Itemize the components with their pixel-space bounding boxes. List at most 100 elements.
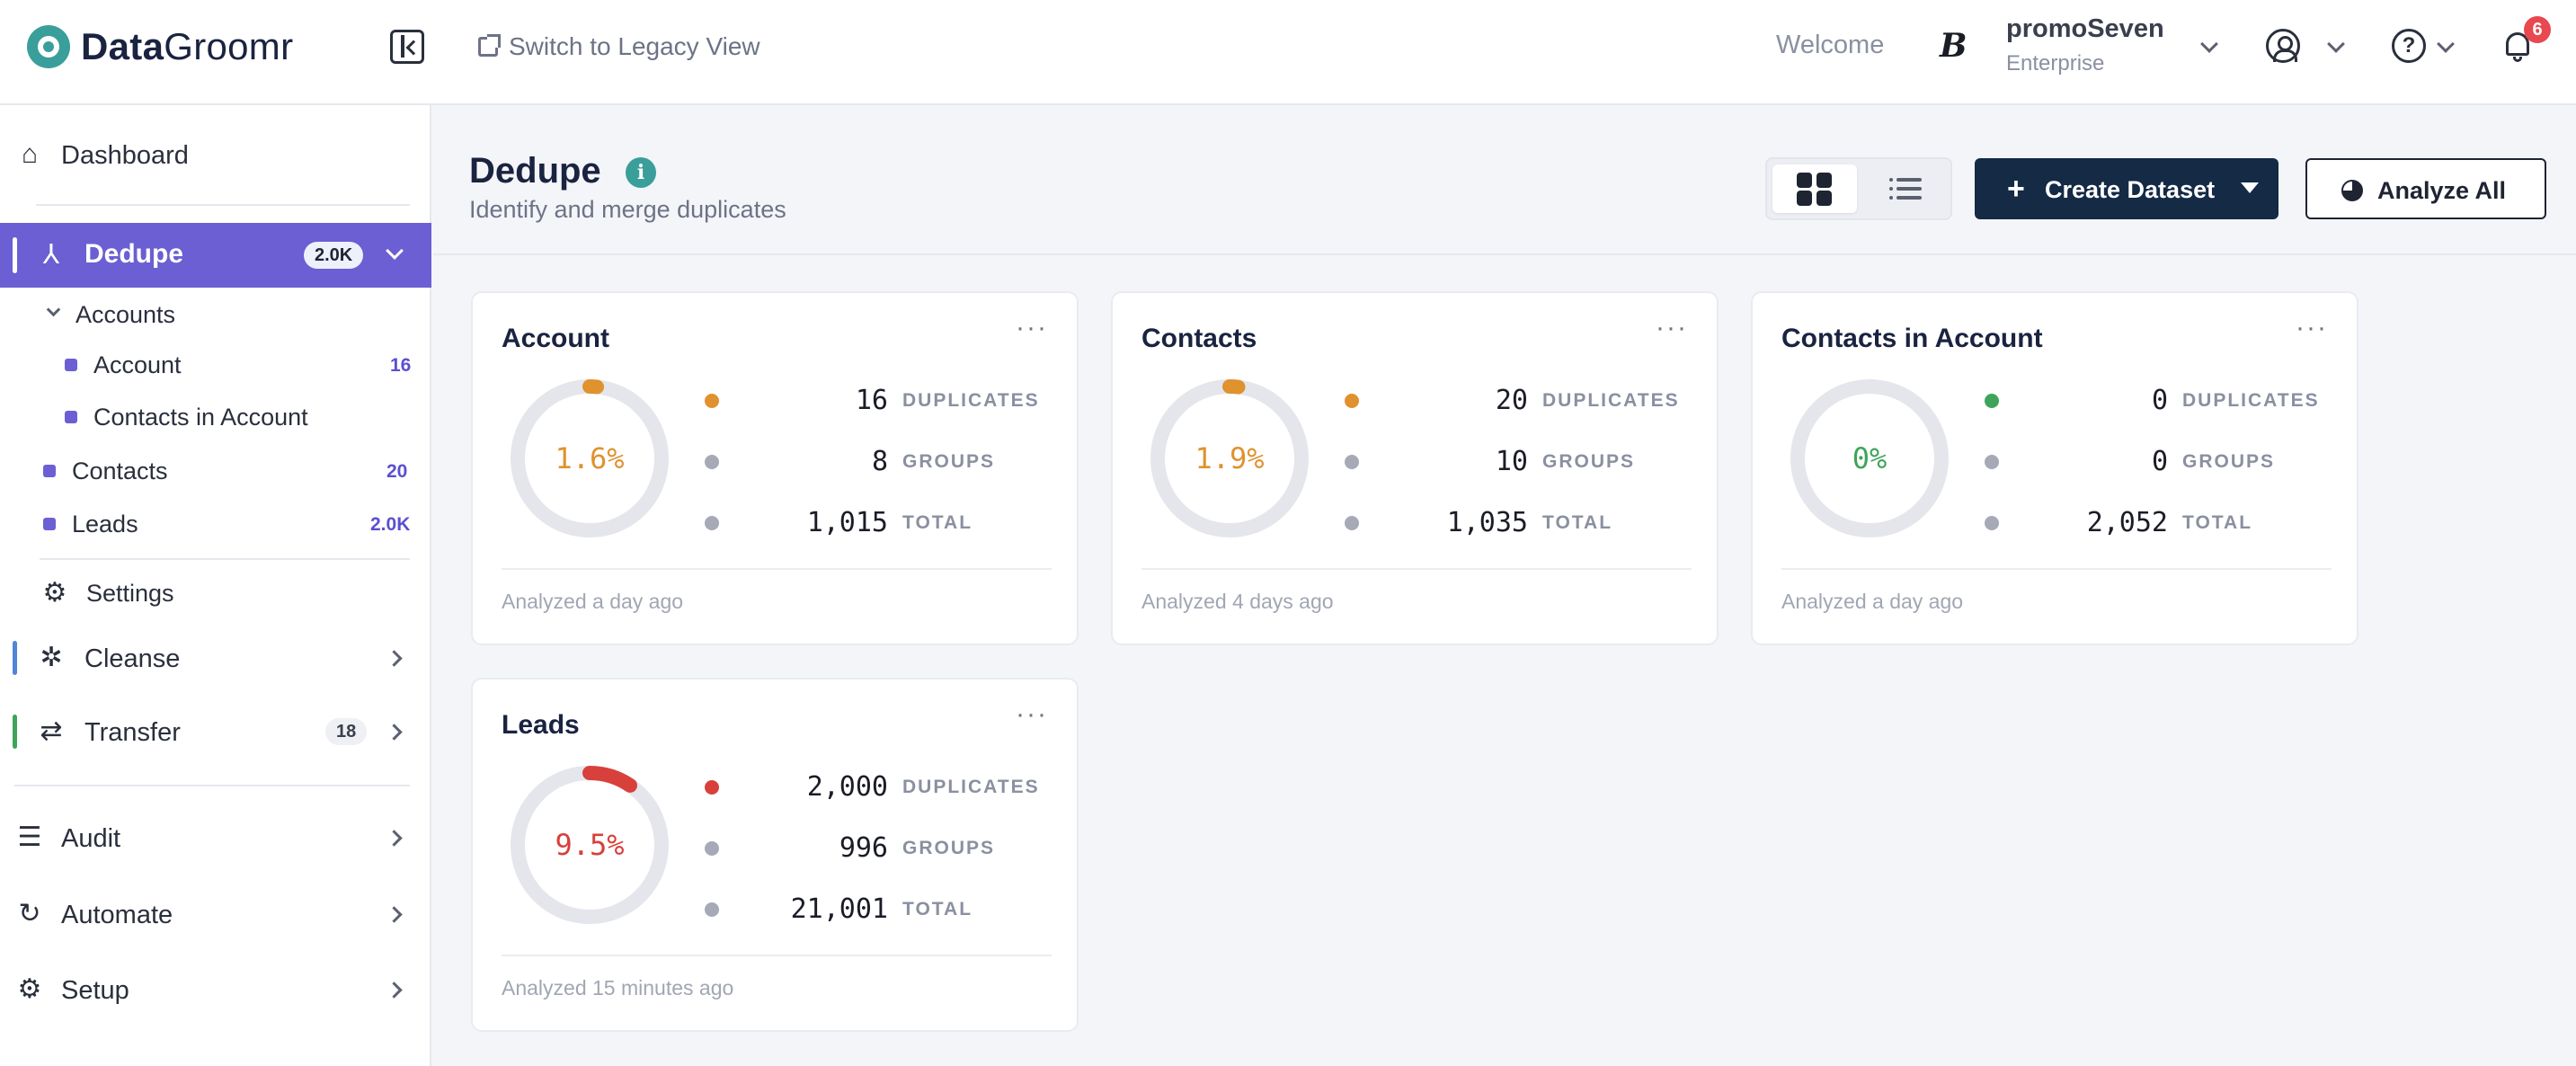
top-bar: DataGroomr Switch to Legacy View Welcome…: [0, 0, 2576, 105]
duplicates-value: 2,000: [806, 771, 888, 803]
duplicate-ratio-donut: [1150, 379, 1309, 537]
sidebar-item-setup[interactable]: ⚙ Setup: [0, 967, 431, 1012]
duplicates-dot-icon: [1345, 394, 1359, 408]
card-more-options-icon[interactable]: ···: [1016, 699, 1048, 729]
user-menu[interactable]: promoSeven Enterprise: [2006, 14, 2164, 76]
total-label: TOTAL: [902, 899, 973, 919]
dataset-card-leads[interactable]: Leads ··· 9.5% 2,000 DUPLICATES 996 GROUPS 21,0…: [471, 678, 1079, 1032]
duplicate-ratio-donut: [511, 766, 669, 924]
groups-dot-icon: [705, 841, 719, 856]
sidebar-toggle-icon[interactable]: [390, 30, 424, 64]
groups-dot-icon: [1345, 455, 1359, 469]
card-divider: [1781, 568, 2332, 570]
sidebar-group-accounts[interactable]: Accounts: [0, 298, 431, 333]
groups-label: GROUPS: [1542, 451, 1636, 472]
card-more-options-icon[interactable]: ···: [2296, 313, 2328, 342]
groups-value: 10: [1495, 446, 1528, 477]
account-avatar-icon[interactable]: [2266, 29, 2300, 63]
donut-progress-arc: [511, 766, 669, 924]
external-link-icon: [478, 34, 501, 57]
info-icon[interactable]: i: [626, 157, 656, 188]
duplicate-percent: 9.5%: [555, 828, 625, 862]
app-logo[interactable]: DataGroomr: [27, 23, 293, 70]
card-title: Account: [502, 324, 609, 353]
swap-arrows-icon: ⇄: [40, 716, 63, 746]
groups-value: 996: [839, 832, 888, 864]
home-icon: ⌂: [21, 139, 39, 169]
contacts-dot-icon: [43, 465, 56, 477]
contacts-in-account-dot-icon: [65, 411, 77, 423]
card-title: Leads: [502, 710, 580, 740]
sidebar-item-dedupe[interactable]: ⅄ Dedupe 2.0K: [0, 223, 431, 288]
page-subtitle: Identify and merge duplicates: [469, 196, 786, 223]
help-icon[interactable]: ?: [2392, 29, 2426, 63]
duplicates-value: 0: [2151, 385, 2168, 416]
duplicates-label: DUPLICATES: [902, 390, 1040, 411]
total-value: 2,052: [2086, 507, 2168, 538]
dataset-card-contacts-in-account[interactable]: Contacts in Account ··· 0% 0 DUPLICATES 0 GROU…: [1751, 291, 2358, 645]
share-nodes-icon: ⅄: [42, 240, 60, 270]
grid-view-icon[interactable]: [1772, 164, 1857, 213]
user-menu-chevron-down-icon[interactable]: [2200, 35, 2218, 53]
card-divider: [502, 955, 1052, 956]
notifications-bell-icon[interactable]: [2502, 29, 2533, 63]
sidebar-item-automate[interactable]: ↻ Automate: [0, 892, 431, 937]
total-label: TOTAL: [1542, 512, 1613, 533]
total-label: TOTAL: [2182, 512, 2253, 533]
refresh-icon: ↻: [18, 899, 41, 928]
duplicates-dot-icon: [705, 394, 719, 408]
card-title: Contacts: [1141, 324, 1257, 353]
sidebar-item-dashboard[interactable]: ⌂ Dashboard: [0, 132, 431, 177]
list-view-icon[interactable]: [1866, 164, 1950, 213]
analyzed-time: Analyzed a day ago: [502, 590, 684, 613]
create-dataset-button[interactable]: + Create Dataset: [1975, 158, 2278, 219]
groups-label: GROUPS: [902, 451, 996, 472]
sidebar-item-transfer[interactable]: ⇄ Transfer 18: [0, 709, 431, 754]
dataset-card-contacts[interactable]: Contacts ··· 1.9% 20 DUPLICATES 10 GROUPS 1,035…: [1111, 291, 1719, 645]
duplicate-ratio-donut: [1790, 379, 1949, 537]
gear-icon: ⚙: [42, 578, 67, 608]
create-dataset-caret-down-icon[interactable]: [2241, 182, 2259, 193]
accounts-chevron-down-icon: [46, 302, 61, 317]
total-label: TOTAL: [902, 512, 973, 533]
org-logo-icon: B: [1940, 27, 1968, 65]
logo-text: DataGroomr: [81, 25, 294, 67]
dedupe-chevron-down-icon[interactable]: [386, 242, 404, 260]
sidebar-divider: [40, 558, 410, 560]
list-icon: ☰: [17, 822, 42, 852]
audit-chevron-right-icon: [386, 830, 403, 847]
dataset-card-account[interactable]: Account ··· 1.6% 16 DUPLICATES 8 GROUPS 1,015 TO…: [471, 291, 1079, 645]
sidebar-item-settings[interactable]: ⚙ Settings: [42, 578, 174, 608]
cleanse-accent-bar: [13, 641, 17, 675]
groups-value: 8: [871, 446, 888, 477]
view-toggle: [1765, 157, 1952, 220]
donut-progress-arc: [1790, 379, 1949, 537]
automate-chevron-right-icon: [386, 906, 403, 923]
setup-chevron-right-icon: [386, 982, 403, 999]
transfer-chevron-right-icon: [386, 724, 403, 741]
switch-legacy-link[interactable]: Switch to Legacy View: [478, 27, 760, 67]
transfer-count-badge: 18: [325, 718, 368, 745]
sidebar-item-cleanse[interactable]: ✲ Cleanse: [0, 635, 431, 680]
total-dot-icon: [705, 902, 719, 917]
groups-dot-icon: [1985, 455, 1999, 469]
logo-mark-icon: [27, 25, 70, 68]
account-dot-icon: [65, 359, 77, 371]
account-chevron-down-icon[interactable]: [2327, 35, 2345, 53]
help-chevron-down-icon[interactable]: [2437, 35, 2455, 53]
duplicate-percent: 0%: [1852, 441, 1888, 475]
card-more-options-icon[interactable]: ···: [1656, 313, 1688, 342]
groups-label: GROUPS: [2182, 451, 2276, 472]
duplicates-label: DUPLICATES: [2182, 390, 2320, 411]
total-value: 21,001: [790, 893, 888, 925]
groups-dot-icon: [705, 455, 719, 469]
sidebar-item-audit[interactable]: ☰ Audit: [0, 815, 431, 860]
sidebar-divider: [36, 204, 410, 206]
leads-dot-icon: [43, 518, 56, 530]
total-dot-icon: [1345, 516, 1359, 530]
analyze-all-button[interactable]: Analyze All: [2305, 158, 2546, 219]
notification-count-badge: 6: [2524, 16, 2551, 43]
card-more-options-icon[interactable]: ···: [1016, 313, 1048, 342]
sparkle-icon: ✲: [40, 643, 63, 672]
analyzed-time: Analyzed a day ago: [1781, 590, 1964, 613]
